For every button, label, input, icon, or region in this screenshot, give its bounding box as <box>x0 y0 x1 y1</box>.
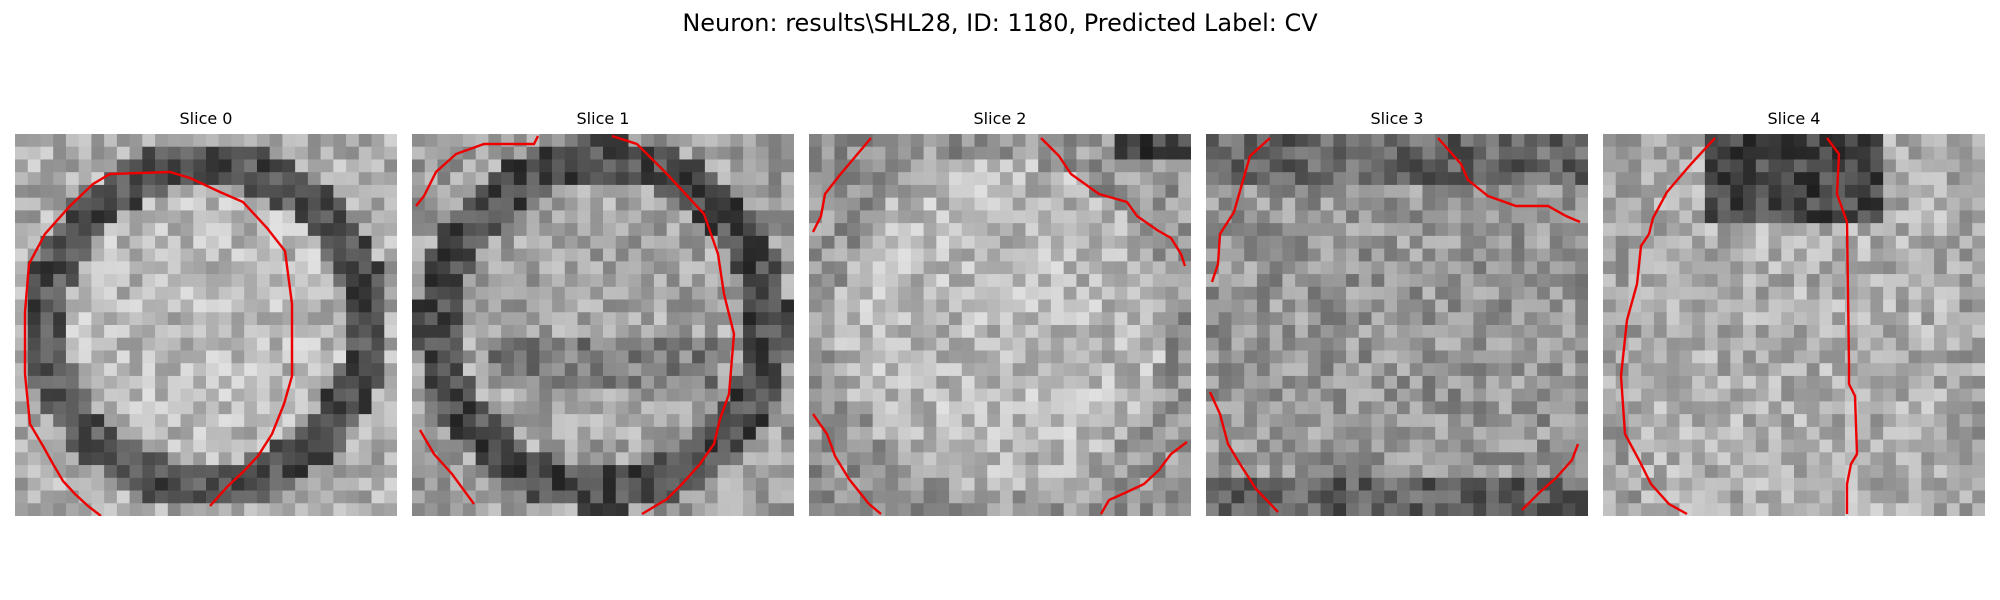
contour-line <box>23 170 294 516</box>
slice-title-1: Slice 1 <box>576 109 630 128</box>
slice-title-4: Slice 4 <box>1767 109 1821 128</box>
figure-title: Neuron: results\SHL28, ID: 1180, Predict… <box>682 9 1318 37</box>
contour-line-c <box>812 413 882 515</box>
contour-line-d <box>1521 443 1580 511</box>
contour-line-b <box>611 134 736 516</box>
contour-line-c <box>1208 391 1279 513</box>
contour-line-a <box>1619 137 1716 516</box>
contour-line-b <box>1437 137 1581 224</box>
contour-line-b <box>1826 137 1859 514</box>
slice-title-0: Slice 0 <box>179 109 233 128</box>
slice-panel-3: Slice 3 <box>1206 108 1588 516</box>
contour-line-b <box>1040 137 1187 267</box>
contour-line-a <box>811 137 872 233</box>
slice-image-0 <box>15 134 397 516</box>
slice-image-1 <box>412 134 794 516</box>
slice-image-2 <box>809 134 1191 516</box>
slice-title-2: Slice 2 <box>973 109 1027 128</box>
contour-line-c <box>418 429 475 505</box>
slice-panel-0: Slice 0 <box>15 108 397 516</box>
slice-image-4 <box>1603 134 1985 516</box>
contour-line-a <box>1210 137 1271 283</box>
slice-panel-4: Slice 4 <box>1603 108 1985 516</box>
slice-panel-1: Slice 1 <box>412 108 794 516</box>
contour-line-a <box>415 135 540 207</box>
slice-title-3: Slice 3 <box>1370 109 1424 128</box>
slice-panel-2: Slice 2 <box>809 108 1191 516</box>
contour-line-d <box>1099 441 1188 515</box>
slice-image-3 <box>1206 134 1588 516</box>
